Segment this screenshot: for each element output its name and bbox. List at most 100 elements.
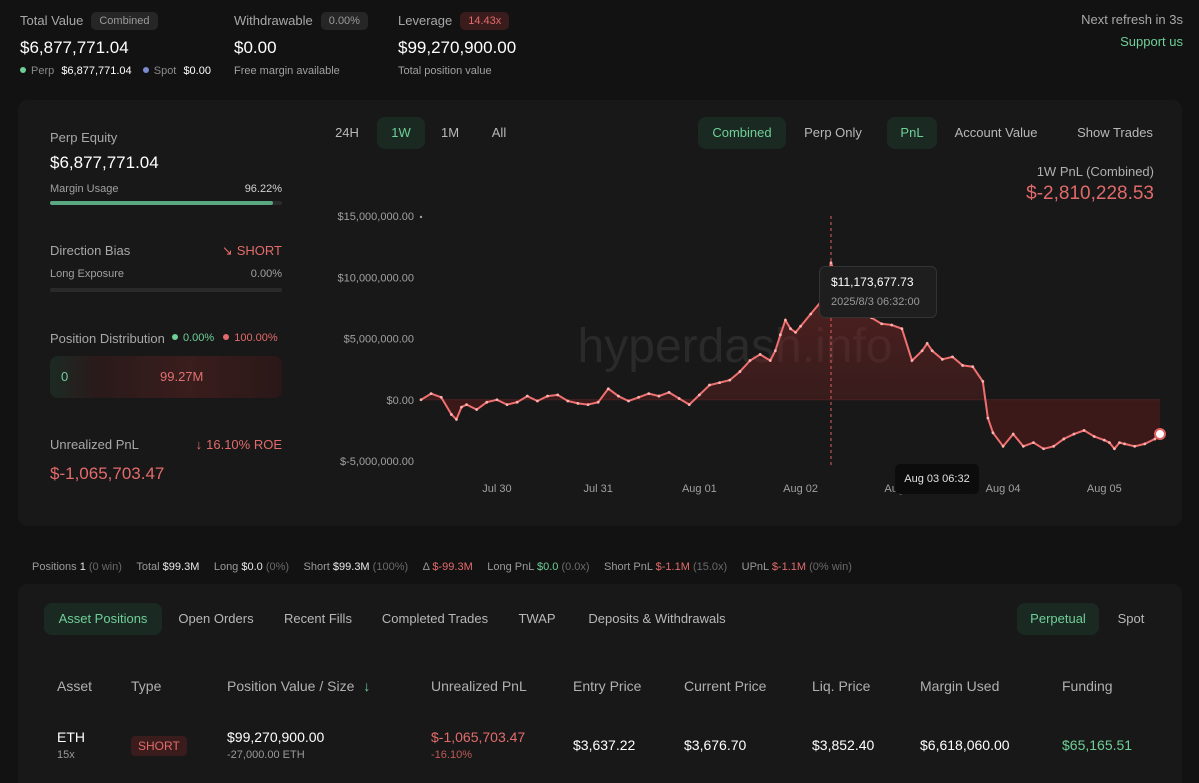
y-tick-label: $5,000,000.00 (344, 334, 414, 346)
sort-down-icon: ↓ (363, 678, 371, 694)
col-liq-price[interactable]: Liq. Price (812, 678, 871, 694)
tab-completed-trades[interactable]: Completed Trades (381, 611, 489, 626)
y-tick-label: $10,000,000.00 (338, 272, 414, 284)
dist-long-pct: 0.00% (183, 332, 215, 344)
range-all[interactable]: All (491, 125, 507, 140)
range-24h[interactable]: 24H (335, 125, 359, 140)
tab-spot[interactable]: Spot (1117, 611, 1145, 626)
pnl-point (981, 379, 985, 383)
show-trades-button[interactable]: Show Trades (1077, 125, 1153, 140)
tab-asset-positions[interactable]: Asset Positions (44, 603, 162, 635)
pnl-point (1143, 442, 1147, 446)
pnl-point (1092, 435, 1096, 438)
pnl-point (1001, 444, 1005, 448)
mode-perp-only[interactable]: Perp Only (804, 125, 862, 140)
overview-card (18, 100, 1182, 526)
total-value-label: Total Value (20, 13, 84, 28)
pnl-point (784, 318, 787, 322)
pnl-point (971, 365, 975, 369)
pnl-point (505, 403, 509, 407)
col-funding[interactable]: Funding (1062, 678, 1113, 694)
col-margin-used[interactable]: Margin Used (920, 678, 1000, 694)
distribution-bar: 0 99.27M (50, 356, 282, 398)
spot-value: $0.00 (183, 65, 211, 77)
x-tick-label: Aug 02 (783, 483, 818, 495)
leverage-block: Leverage 14.43x $99,270,900.00 Total posi… (398, 12, 516, 77)
pnl-chart[interactable]: hyperdash.info $15,000,000.00$10,000,000… (0, 0, 1199, 540)
roe-text: 16.10% ROE (206, 437, 282, 452)
pnl-point (515, 400, 519, 404)
col-asset[interactable]: Asset (57, 678, 93, 694)
top-tick-marker (419, 215, 423, 219)
col-unrealized-pnl[interactable]: Unrealized PnL (431, 678, 527, 694)
pnl-point (429, 392, 433, 396)
row-asset: ETH (57, 729, 85, 745)
pnl-point (677, 397, 681, 400)
row-pnl-pct: -16.10% (431, 749, 472, 761)
long-exposure-bar (50, 288, 282, 292)
pnl-point (794, 330, 797, 334)
pnl-area-negative (421, 399, 1160, 449)
row-current-price: $3,676.70 (684, 737, 747, 753)
pnl-point (900, 327, 904, 331)
pnl-point (1072, 432, 1076, 436)
trend-down-icon: ↘ (221, 243, 233, 258)
row-entry-price: $3,637.22 (573, 737, 636, 753)
withdrawable-sub: Free margin available (234, 65, 340, 77)
withdrawable-label: Withdrawable (234, 13, 313, 28)
col-position-value[interactable]: Position Value / Size ↓ (227, 678, 370, 694)
long-exposure-value: 0.00% (250, 268, 282, 280)
pnl-point (475, 408, 479, 411)
range-1m[interactable]: 1M (440, 125, 460, 140)
pnl-point (951, 355, 954, 359)
pnl-point (799, 324, 803, 328)
pnl-point (495, 398, 499, 402)
pnl-point (880, 322, 884, 326)
pnl-point (576, 402, 580, 405)
pnl-point (536, 399, 539, 403)
metric-pnl[interactable]: PnL (887, 117, 937, 149)
row-unrealized-pnl: $-1,065,703.47 (431, 729, 526, 745)
tab-open-orders[interactable]: Open Orders (178, 611, 254, 626)
combined-pill: Combined (91, 12, 158, 30)
x-tick-label: Aug 04 (986, 483, 1021, 495)
pnl-point (465, 403, 468, 407)
tab-twap[interactable]: TWAP (518, 611, 556, 626)
metric-account-value[interactable]: Account Value (954, 125, 1038, 140)
tab-deposits-withdrawals[interactable]: Deposits & Withdrawals (588, 611, 726, 626)
mode-combined[interactable]: Combined (698, 117, 786, 149)
pnl-point (647, 392, 651, 396)
pnl-point (748, 359, 752, 362)
pnl-point (930, 349, 934, 353)
range-selector: 24H 1W 1M All (320, 116, 530, 150)
support-link[interactable]: Support us (1120, 34, 1183, 49)
col-current-price[interactable]: Current Price (684, 678, 767, 694)
pnl-point (1011, 432, 1015, 436)
col-type[interactable]: Type (131, 678, 162, 694)
leverage-sub: Total position value (398, 65, 492, 77)
pnl-point (556, 393, 560, 397)
summary-long-pnl: Long PnL $0.0 (0.0x) (487, 561, 590, 573)
tooltip-value: $11,173,677.73 (831, 275, 914, 289)
unrealized-pnl-value: $-1,065,703.47 (50, 464, 165, 483)
total-value: $6,877,771.04 (20, 38, 129, 57)
tab-perpetual[interactable]: Perpetual (1017, 603, 1099, 635)
tab-recent-fills[interactable]: Recent Fills (284, 611, 352, 626)
leverage-label: Leverage (398, 13, 453, 28)
pnl-point (778, 333, 782, 337)
distribution-legend: 0.00% 100.00% (172, 332, 278, 344)
perp-value: $6,877,771.04 (61, 65, 132, 77)
x-tick-label: Jul 31 (583, 483, 612, 495)
col-entry-price[interactable]: Entry Price (573, 678, 642, 694)
pnl-point (738, 370, 742, 373)
positions-card (18, 584, 1182, 783)
range-1w[interactable]: 1W (377, 117, 425, 149)
pnl-point (728, 378, 732, 382)
margin-usage-label: Margin Usage (50, 183, 119, 195)
pnl-point (657, 394, 661, 398)
pnl-point (1123, 442, 1126, 446)
pnl-point (768, 359, 772, 362)
pnl-area-positive (421, 262, 1160, 400)
pnl-point (697, 393, 701, 397)
pnl-point (1102, 438, 1106, 442)
